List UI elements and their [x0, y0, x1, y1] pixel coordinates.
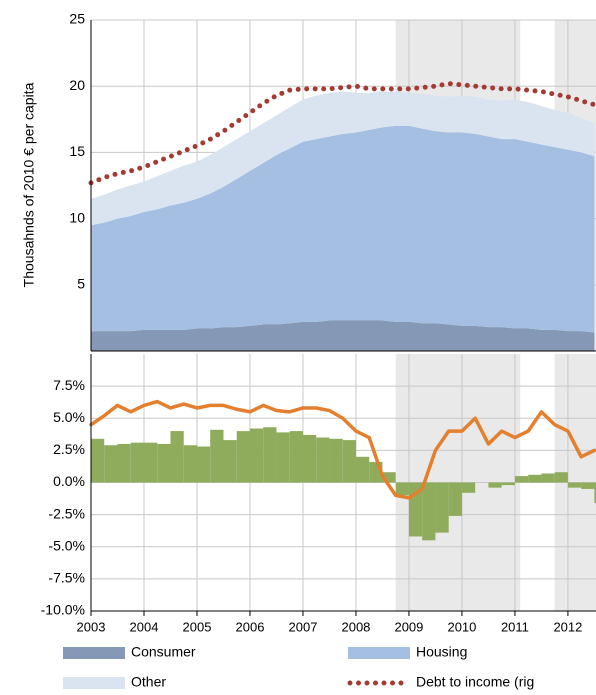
bar [117, 443, 131, 483]
bar [91, 438, 105, 483]
legend-label: Debt to income (rig [416, 674, 534, 690]
bar [289, 431, 303, 483]
area [91, 320, 595, 351]
x-tick-label: 2003 [77, 619, 106, 634]
bar [143, 442, 158, 483]
bar [170, 431, 184, 483]
bar [395, 482, 409, 496]
bar [514, 476, 529, 483]
x-tick-label: 2008 [341, 619, 370, 634]
x-tick-label: 2007 [289, 619, 318, 634]
bar [236, 431, 250, 483]
bar [210, 429, 224, 483]
y-tick-label: -5.0% [48, 537, 85, 553]
bar [183, 445, 197, 483]
y-tick-label: -7.5% [48, 570, 85, 586]
bar [435, 482, 449, 533]
bar [157, 443, 171, 483]
bar [342, 440, 356, 483]
line [89, 399, 596, 500]
legend-swatch [63, 677, 125, 689]
bar [316, 437, 330, 483]
y-tick-label: 20 [69, 77, 85, 93]
bar [130, 442, 144, 483]
legend-label: Other [131, 674, 166, 690]
y-tick-label: 25 [69, 11, 85, 27]
x-tick-label: 2004 [130, 619, 159, 634]
legend-swatch [63, 647, 125, 659]
bar [448, 482, 462, 516]
y-tick-label: 0.0% [53, 473, 85, 489]
bar [594, 482, 596, 504]
x-tick-label: 2006 [236, 619, 265, 634]
bar [302, 434, 317, 483]
area [91, 91, 595, 226]
y-tick-label: 5 [77, 276, 85, 292]
line [88, 81, 596, 186]
bar [329, 438, 343, 483]
bar [104, 445, 118, 483]
bar [554, 472, 568, 483]
bar [461, 482, 476, 493]
y-axis-label: Thousahnds of 2010 € per capita [21, 82, 37, 287]
x-tick-label: 2012 [553, 619, 582, 634]
y-tick-label: 15 [69, 143, 85, 159]
bar [501, 482, 515, 486]
bar [276, 432, 290, 483]
bar [249, 428, 264, 483]
legend-label: Consumer [131, 644, 196, 660]
bar [355, 456, 370, 483]
y-tick-label: 10 [69, 209, 85, 225]
bar [528, 474, 542, 483]
x-tick-label: 2009 [394, 619, 423, 634]
y-tick-label: -10.0% [41, 602, 85, 618]
bar [196, 446, 211, 483]
legend-swatch [348, 647, 410, 659]
x-tick-label: 2005 [183, 619, 212, 634]
bar [382, 472, 396, 483]
x-tick-label: 2011 [501, 619, 529, 634]
bar [422, 482, 436, 541]
y-tick-label: 5.0% [53, 409, 85, 425]
legend-label: Housing [416, 644, 467, 660]
bar [223, 440, 237, 483]
area [91, 125, 595, 333]
bar [263, 427, 277, 483]
y-tick-label: -2.5% [48, 505, 85, 521]
bar [581, 482, 595, 489]
bar [567, 482, 582, 488]
bar [541, 473, 555, 483]
bar [488, 482, 502, 488]
y-tick-label: 2.5% [53, 441, 85, 457]
x-tick-label: 2010 [447, 619, 476, 634]
y-tick-label: 7.5% [53, 377, 85, 393]
